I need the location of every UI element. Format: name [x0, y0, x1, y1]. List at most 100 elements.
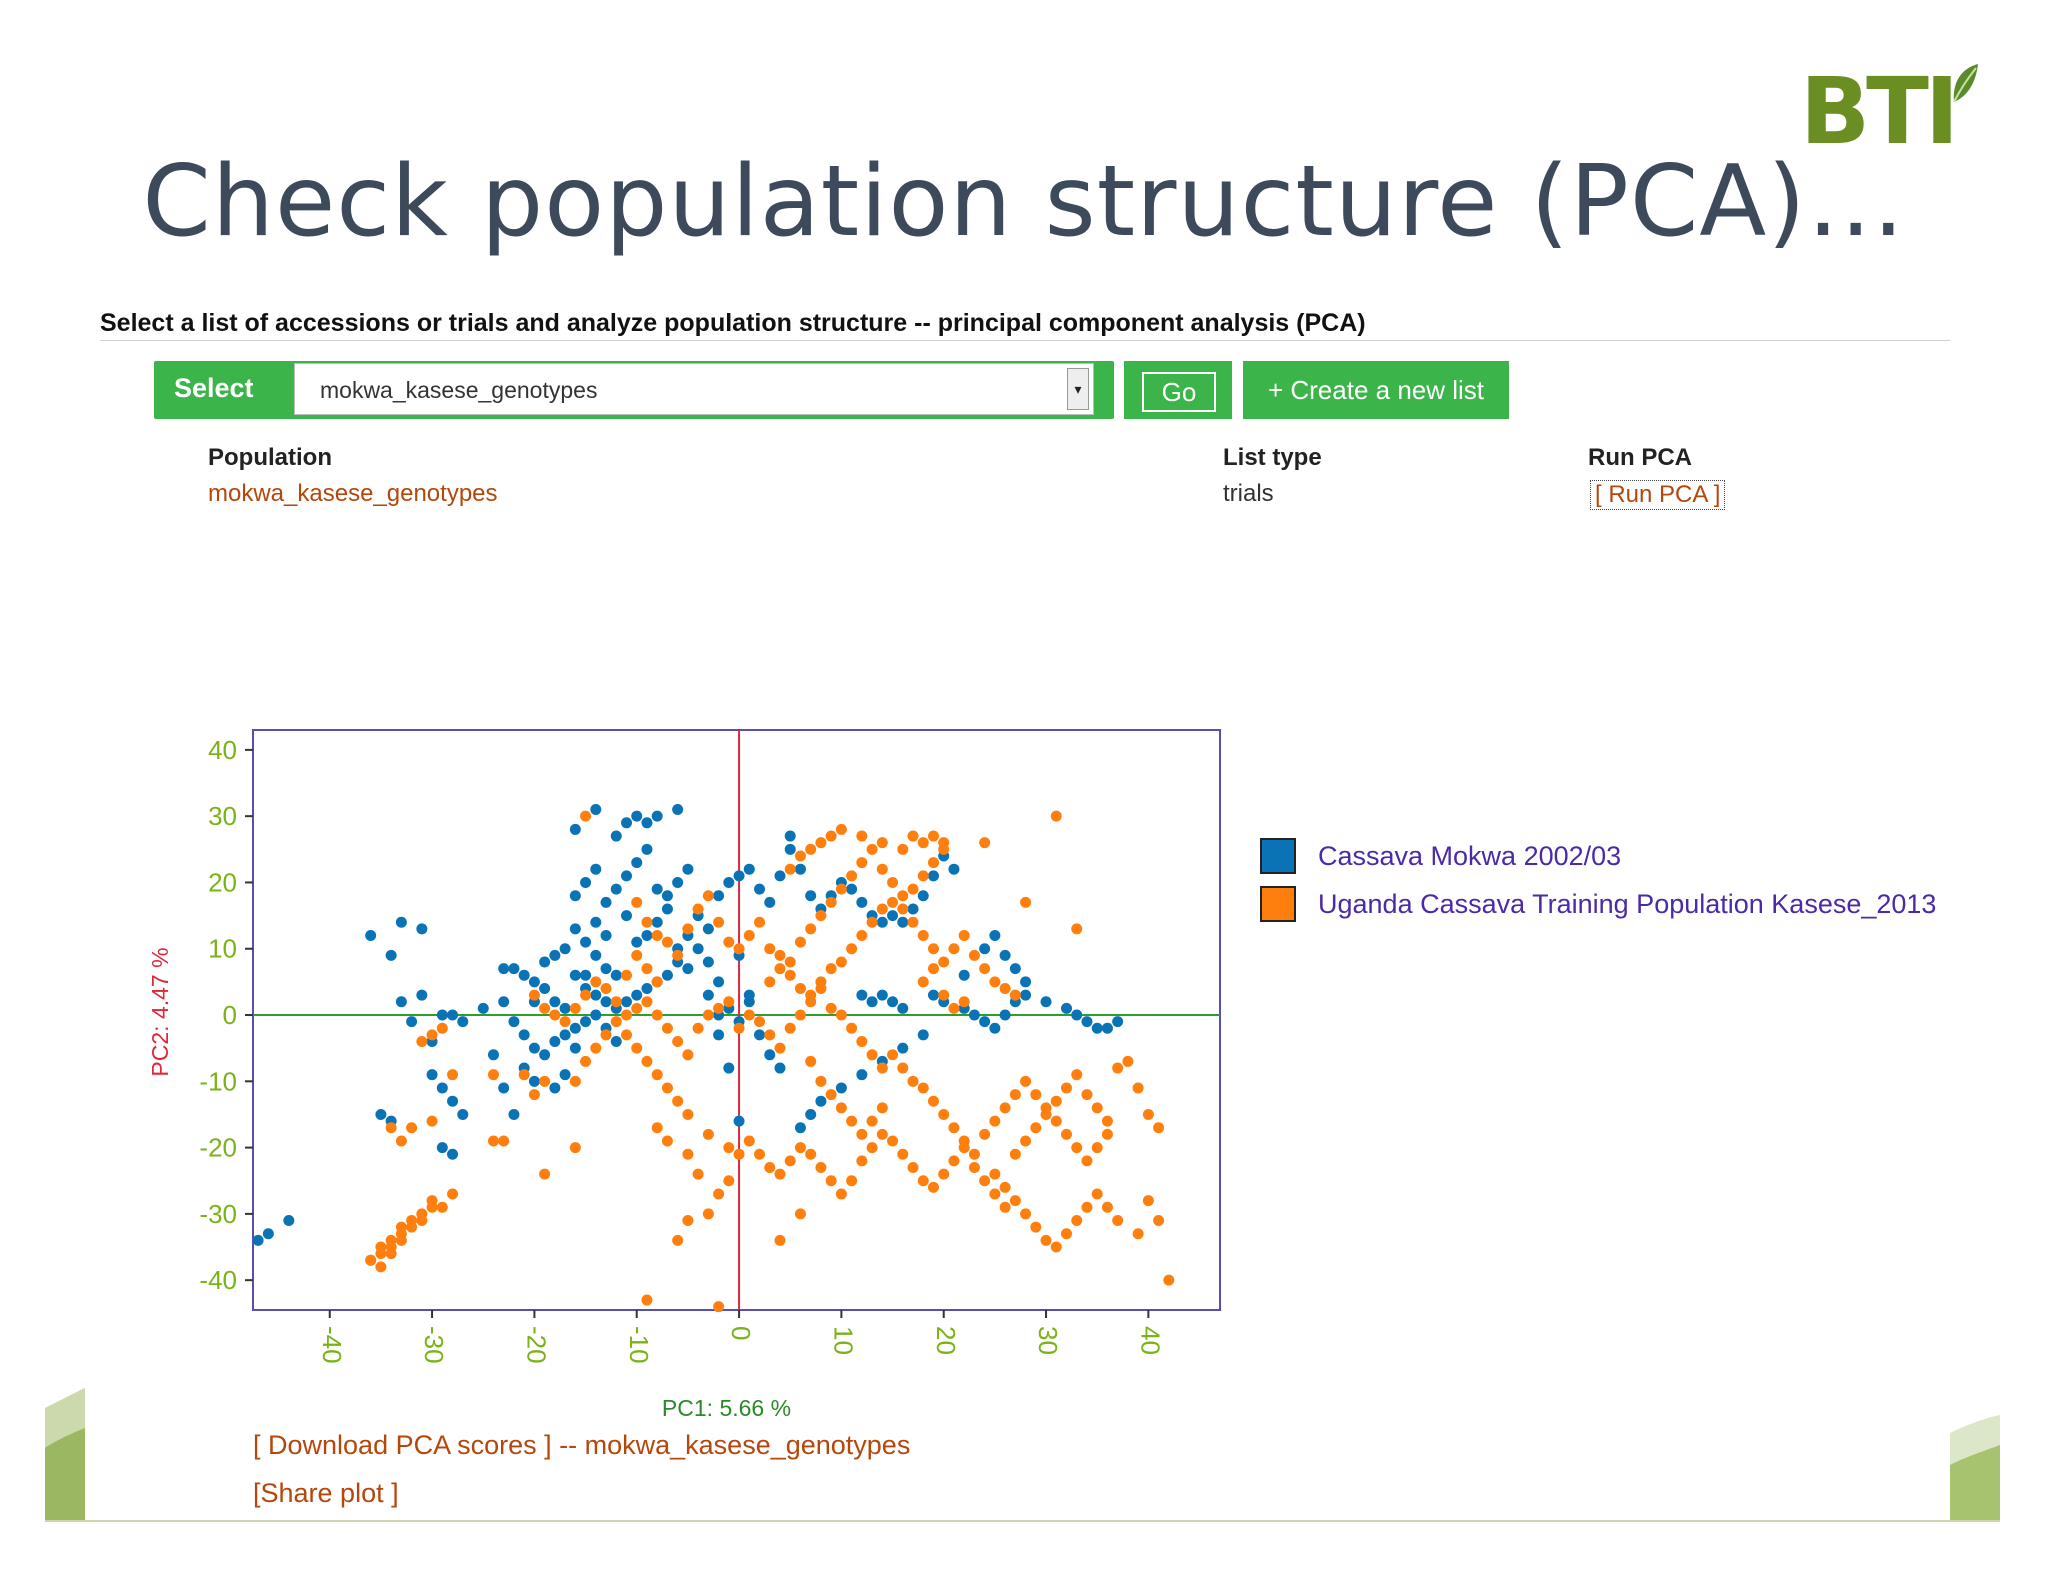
data-point-series-0	[508, 1016, 520, 1028]
dropdown-arrow-icon[interactable]: ▾	[1067, 368, 1089, 410]
data-point-series-0	[385, 949, 397, 961]
data-point-series-1	[641, 916, 653, 928]
data-point-series-1	[1071, 1142, 1083, 1154]
data-point-series-0	[723, 876, 735, 888]
data-point-series-1	[1050, 1115, 1062, 1127]
data-point-series-0	[641, 843, 653, 855]
data-point-series-1	[866, 1049, 878, 1061]
data-point-series-1	[723, 936, 735, 948]
data-point-series-1	[989, 976, 1001, 988]
data-point-series-0	[743, 863, 755, 875]
data-point-series-1	[805, 989, 817, 1001]
data-point-series-1	[631, 949, 643, 961]
data-point-series-0	[1101, 1022, 1113, 1034]
data-point-series-1	[958, 996, 970, 1008]
data-point-series-1	[887, 896, 899, 908]
data-point-series-1	[989, 1115, 1001, 1127]
data-point-series-1	[958, 1142, 970, 1154]
share-plot-link[interactable]: [Share plot ]	[253, 1478, 399, 1508]
list-select[interactable]: mokwa_kasese_genotypes ▾	[294, 363, 1094, 415]
data-point-series-1	[825, 830, 837, 842]
data-point-series-1	[631, 896, 643, 908]
data-point-series-1	[805, 1055, 817, 1067]
data-point-series-0	[569, 923, 581, 935]
data-point-series-1	[968, 1161, 980, 1173]
data-point-series-1	[876, 863, 888, 875]
data-point-series-1	[948, 943, 960, 955]
data-point-series-0	[457, 1016, 469, 1028]
data-point-series-1	[385, 1122, 397, 1134]
data-point-series-0	[447, 1095, 459, 1107]
data-point-series-0	[641, 929, 653, 941]
data-point-series-1	[846, 1022, 858, 1034]
data-point-series-1	[897, 903, 909, 915]
data-point-series-0	[651, 810, 663, 822]
data-point-series-1	[1009, 989, 1021, 1001]
data-point-series-1	[917, 929, 929, 941]
data-point-series-0	[661, 890, 673, 902]
x-tick-label: 30	[1033, 1326, 1063, 1355]
data-point-series-1	[887, 1049, 899, 1061]
data-point-series-1	[743, 1009, 755, 1021]
data-point-series-1	[651, 1122, 663, 1134]
data-point-series-1	[907, 830, 919, 842]
data-point-series-0	[866, 996, 878, 1008]
data-point-series-1	[866, 843, 878, 855]
data-point-series-1	[723, 1142, 735, 1154]
data-point-series-0	[713, 1029, 725, 1041]
data-point-series-0	[590, 949, 602, 961]
data-point-series-0	[375, 1108, 387, 1120]
data-point-series-1	[825, 963, 837, 975]
y-tick-label: 40	[208, 735, 237, 765]
decorative-leaf-left	[45, 1388, 85, 1522]
data-point-series-0	[457, 1108, 469, 1120]
data-point-series-1	[682, 1108, 694, 1120]
data-point-series-1	[917, 976, 929, 988]
data-point-series-1	[416, 1036, 428, 1048]
data-point-series-1	[927, 857, 939, 869]
run-pca-link[interactable]: [ Run PCA ]	[1590, 480, 1726, 510]
data-point-series-1	[835, 883, 847, 895]
data-point-series-1	[1009, 1195, 1021, 1207]
data-point-series-1	[897, 1148, 909, 1160]
download-pca-scores-link[interactable]: [ Download PCA scores ] -- mokwa_kasese_…	[253, 1430, 911, 1460]
data-point-series-1	[1050, 810, 1062, 822]
go-button[interactable]: Go	[1124, 361, 1232, 419]
data-point-series-0	[917, 1029, 929, 1041]
data-point-series-0	[610, 830, 622, 842]
legend-label-kasese: Uganda Cassava Training Population Kases…	[1318, 889, 1937, 919]
data-point-series-0	[774, 870, 786, 882]
data-point-series-1	[948, 1002, 960, 1014]
data-point-series-1	[876, 1128, 888, 1140]
data-point-series-0	[252, 1234, 264, 1246]
data-point-series-0	[610, 1036, 622, 1048]
data-point-series-0	[1009, 963, 1021, 975]
y-tick-label: 30	[208, 801, 237, 831]
data-point-series-0	[1020, 976, 1032, 988]
data-point-series-1	[672, 1234, 684, 1246]
data-point-series-1	[754, 1148, 766, 1160]
data-point-series-1	[846, 943, 858, 955]
data-point-series-1	[938, 989, 950, 1001]
data-point-series-1	[835, 956, 847, 968]
data-point-series-0	[569, 1042, 581, 1054]
data-point-series-1	[989, 1168, 1001, 1180]
data-point-series-0	[498, 963, 510, 975]
data-point-series-1	[815, 1161, 827, 1173]
population-link[interactable]: mokwa_kasese_genotypes	[208, 480, 498, 507]
data-point-series-1	[539, 1002, 551, 1014]
list-type-value: trials	[1223, 480, 1274, 507]
bti-logo: BTI	[1800, 58, 2010, 178]
data-point-series-1	[784, 1022, 796, 1034]
data-point-series-0	[651, 916, 663, 928]
data-point-series-0	[569, 890, 581, 902]
create-new-list-button[interactable]: + Create a new list	[1243, 361, 1509, 419]
data-point-series-1	[917, 1082, 929, 1094]
data-point-series-0	[968, 1009, 980, 1021]
data-point-series-1	[825, 1002, 837, 1014]
data-point-series-0	[672, 876, 684, 888]
data-point-series-1	[794, 850, 806, 862]
data-point-series-0	[580, 936, 592, 948]
data-point-series-0	[743, 989, 755, 1001]
